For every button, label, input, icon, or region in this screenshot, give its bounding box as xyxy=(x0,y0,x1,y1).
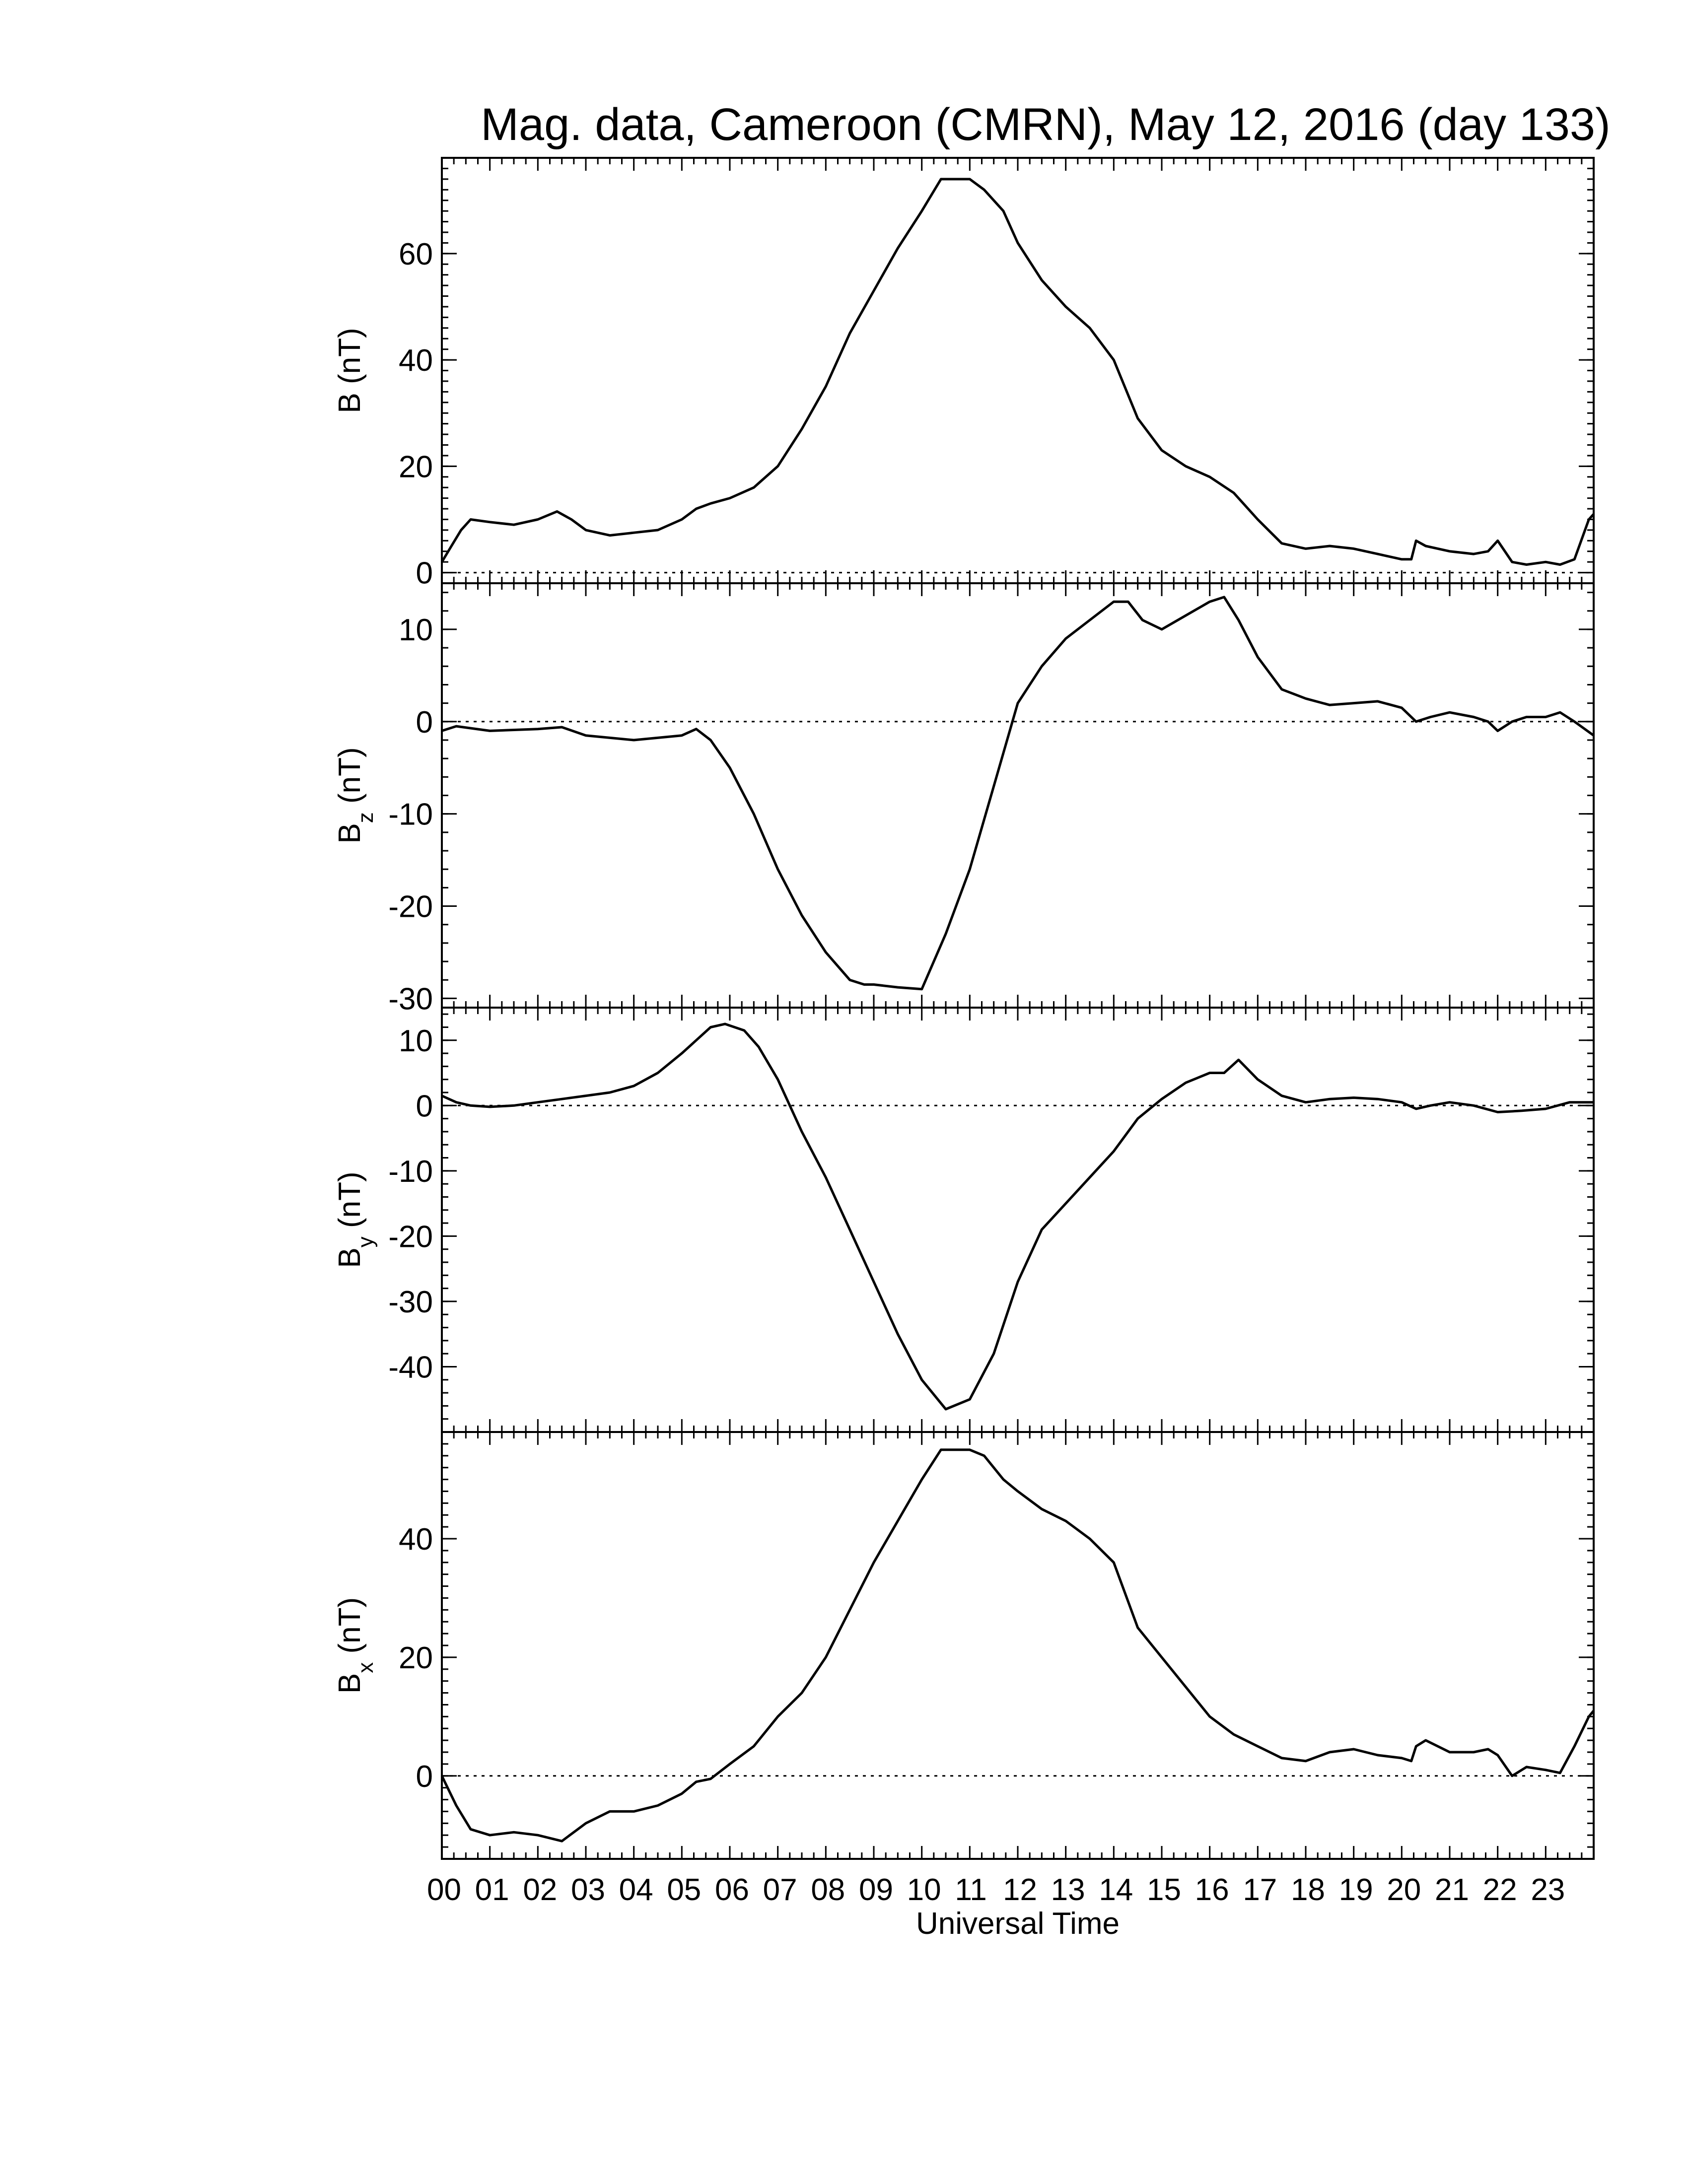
y-tick-label: -20 xyxy=(388,1220,433,1254)
panel-Bx: 0 20 40 Bx (nT) xyxy=(333,1431,1595,1860)
x-tick-label: 21 xyxy=(1435,1873,1469,1907)
y-tick-label: 10 xyxy=(399,613,433,647)
y-tick-label: 0 xyxy=(416,1089,433,1123)
chart-title: Mag. data, Cameroon (CMRN), May 12, 2016… xyxy=(481,99,1610,150)
y-axis-label: Bx (nT) xyxy=(333,1597,378,1694)
x-tick-label: 12 xyxy=(1003,1873,1037,1907)
y-tick-label: 20 xyxy=(399,1641,433,1675)
x-tick-label: 16 xyxy=(1195,1873,1229,1907)
y-tick-label: 40 xyxy=(399,1522,433,1557)
x-tick-label: 13 xyxy=(1051,1873,1085,1907)
y-axis-label: Bz (nT) xyxy=(333,747,378,843)
x-tick-label: 23 xyxy=(1531,1873,1565,1907)
x-tick-label: 09 xyxy=(859,1873,893,1907)
panel-frame-By xyxy=(441,1007,1595,1433)
x-tick-label: 04 xyxy=(619,1873,653,1907)
series-line-Bx xyxy=(440,1448,1595,1843)
series-line-Bz xyxy=(441,596,1595,991)
y-tick-label: -40 xyxy=(388,1350,433,1384)
x-tick-label: 20 xyxy=(1387,1873,1421,1907)
x-tick-label: 03 xyxy=(571,1873,605,1907)
series-line-B xyxy=(440,178,1595,566)
y-tick-label: 0 xyxy=(416,1760,433,1794)
x-tick-label: 19 xyxy=(1339,1873,1373,1907)
panel-Bz: -30 -20 -10 0 10 Bz (nT) xyxy=(333,582,1595,1016)
panel-By: -40 -30 -20 -10 0 10 By (nT) xyxy=(333,1007,1595,1433)
x-axis-label: Universal Time xyxy=(916,1907,1120,1941)
y-tick-label: 0 xyxy=(416,556,433,591)
y-axis-label: B (nT) xyxy=(333,328,367,413)
x-tick-label: 08 xyxy=(811,1873,845,1907)
y-tick-label: 0 xyxy=(416,705,433,740)
x-tick-label: 01 xyxy=(475,1873,509,1907)
y-tick-label: 20 xyxy=(399,450,433,484)
x-tick-label: 17 xyxy=(1243,1873,1277,1907)
x-tick-label: 18 xyxy=(1291,1873,1325,1907)
y-tick-label: 10 xyxy=(399,1024,433,1058)
x-tick-label: 00 xyxy=(427,1873,461,1907)
y-tick-label: -10 xyxy=(388,1155,433,1189)
panel-frame-Bz xyxy=(441,582,1595,1009)
y-tick-label: -30 xyxy=(388,1285,433,1319)
x-tick-label: 22 xyxy=(1483,1873,1517,1907)
series-line-By xyxy=(441,1023,1594,1411)
y-tick-label: -20 xyxy=(388,890,433,924)
x-tick-label: 10 xyxy=(907,1873,941,1907)
y-tick-label: -30 xyxy=(388,982,433,1016)
x-tick-label: 05 xyxy=(667,1873,701,1907)
x-tick-label: 02 xyxy=(523,1873,557,1907)
y-axis-label: By (nT) xyxy=(333,1171,378,1268)
panel-frame-B xyxy=(441,157,1595,584)
y-tick-label: 40 xyxy=(399,343,433,378)
y-tick-label: -10 xyxy=(388,798,433,832)
x-tick-label: 15 xyxy=(1147,1873,1181,1907)
panel-B: 0 20 40 60 B (nT) xyxy=(333,157,1595,591)
x-tick-label: 06 xyxy=(715,1873,749,1907)
x-tick-label: 14 xyxy=(1099,1873,1133,1907)
y-tick-label: 60 xyxy=(399,237,433,272)
x-tick-label: 11 xyxy=(955,1873,986,1907)
x-tick-label: 07 xyxy=(763,1873,797,1907)
panel-frame-Bx xyxy=(441,1431,1595,1860)
